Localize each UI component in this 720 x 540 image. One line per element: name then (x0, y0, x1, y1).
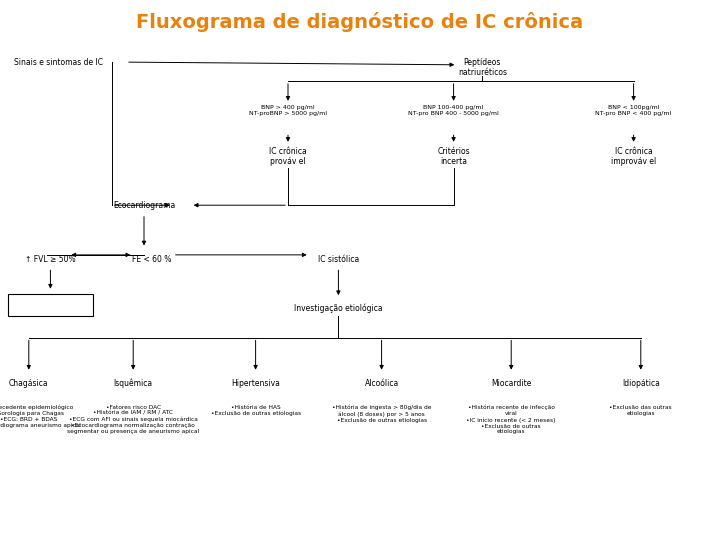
Text: ICFEP (figura C): ICFEP (figura C) (24, 302, 76, 308)
Text: •História de HAS
•Exclusão de outras etiologias: •História de HAS •Exclusão de outras eti… (210, 405, 301, 416)
Text: Critérios
incerta: Critérios incerta (437, 147, 470, 166)
Text: Ecocardiograma: Ecocardiograma (113, 201, 175, 210)
Text: •Fatores risco DAC
•História de IAM / RM / ATC
•ECG com AFI ou sinais sequela mi: •Fatores risco DAC •História de IAM / RM… (67, 405, 199, 434)
Text: BNP < 100pg/ml
NT-pro BNP < 400 pg/ml: BNP < 100pg/ml NT-pro BNP < 400 pg/ml (595, 105, 672, 116)
Text: •História recente de infecção
viral
•IC início recente (< 2 meses)
•Exclusão de : •História recente de infecção viral •IC … (467, 405, 556, 434)
FancyBboxPatch shape (8, 294, 94, 316)
Text: Isquêmica: Isquêmica (114, 379, 153, 388)
Text: Peptídeos
natriuréticos: Peptídeos natriuréticos (458, 58, 507, 77)
Text: Fluxograma de diagnóstico de IC crônica: Fluxograma de diagnóstico de IC crônica (136, 11, 584, 32)
Text: Alcoólica: Alcoólica (364, 379, 399, 388)
Text: ↑ FVL ≥ 50%: ↑ FVL ≥ 50% (25, 255, 76, 264)
Text: BNP 100-400 pg/ml
NT-pro BNP 400 - 5000 pg/ml: BNP 100-400 pg/ml NT-pro BNP 400 - 5000 … (408, 105, 499, 116)
Text: •Antecedente epidemiológico
•Sorologia para Chagas
•ECG: BRD + BDAS
•Ecocardiogr: •Antecedente epidemiológico •Sorologia p… (0, 405, 81, 428)
Text: •História de ingesta > 80g/dia de
álcool (8 doses) por > 5 anos
•Exclusão de out: •História de ingesta > 80g/dia de álcool… (332, 405, 431, 423)
Text: IC crônica
prováv el: IC crônica prováv el (269, 147, 307, 166)
Text: Idiopática: Idiopática (622, 379, 660, 388)
Text: Miocardite: Miocardite (491, 379, 531, 388)
Text: FE < 60 %: FE < 60 % (132, 255, 171, 264)
Text: IC crônica
improváv el: IC crônica improváv el (611, 147, 656, 166)
Text: •Exclusão das outras
etiologias: •Exclusão das outras etiologias (610, 405, 672, 416)
Text: Investigação etiológica: Investigação etiológica (294, 303, 383, 313)
Text: BNP > 400 pg/ml
NT-proBNP > 5000 pg/ml: BNP > 400 pg/ml NT-proBNP > 5000 pg/ml (249, 105, 327, 116)
Text: Sinais e sintomas de IC: Sinais e sintomas de IC (14, 58, 104, 66)
Text: Hipertensiva: Hipertensiva (231, 379, 280, 388)
Text: IC sistólica: IC sistólica (318, 255, 359, 264)
Text: Chagásica: Chagásica (9, 379, 49, 388)
